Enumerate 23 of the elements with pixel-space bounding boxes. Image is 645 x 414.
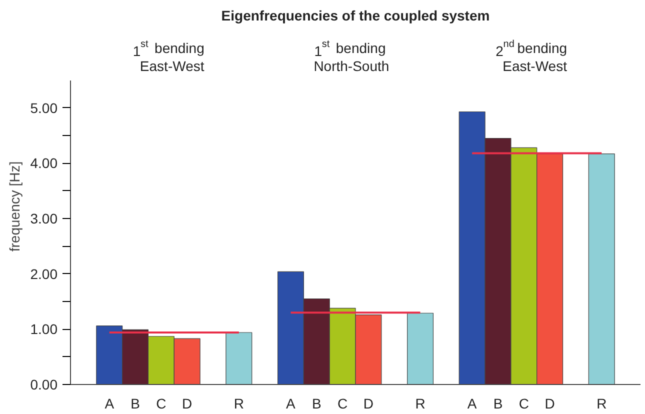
y-axis-title: frequency [Hz] xyxy=(6,161,22,252)
x-tick-label: A xyxy=(467,396,478,412)
x-tick-label: D xyxy=(363,396,374,412)
x-tick-label: D xyxy=(182,396,192,412)
x-tick-label: C xyxy=(156,396,166,412)
x-tick-label: B xyxy=(493,396,503,412)
x-tick-label: A xyxy=(286,396,296,412)
y-tick-label: 5.00 xyxy=(30,100,58,116)
y-tick-label: 3.00 xyxy=(30,210,58,227)
y-tick-label: 0.00 xyxy=(30,376,58,392)
x-tick-label: R xyxy=(596,396,607,412)
x-tick-label: R xyxy=(234,396,244,412)
x-tick-label: A xyxy=(104,396,115,412)
x-tick-label: R xyxy=(415,396,426,412)
x-tick-label: C xyxy=(518,396,529,412)
x-tick-label: B xyxy=(130,396,140,412)
x-tick-label: C xyxy=(337,396,348,412)
y-tick-label: 1.00 xyxy=(30,321,58,338)
y-tick-label: 4.00 xyxy=(30,155,58,172)
x-tick-label: B xyxy=(312,396,322,412)
y-tick-label: 2.00 xyxy=(30,266,58,282)
x-tick-label: D xyxy=(544,396,555,412)
chart-title: Eigenfrequencies of the coupled system xyxy=(221,8,490,24)
